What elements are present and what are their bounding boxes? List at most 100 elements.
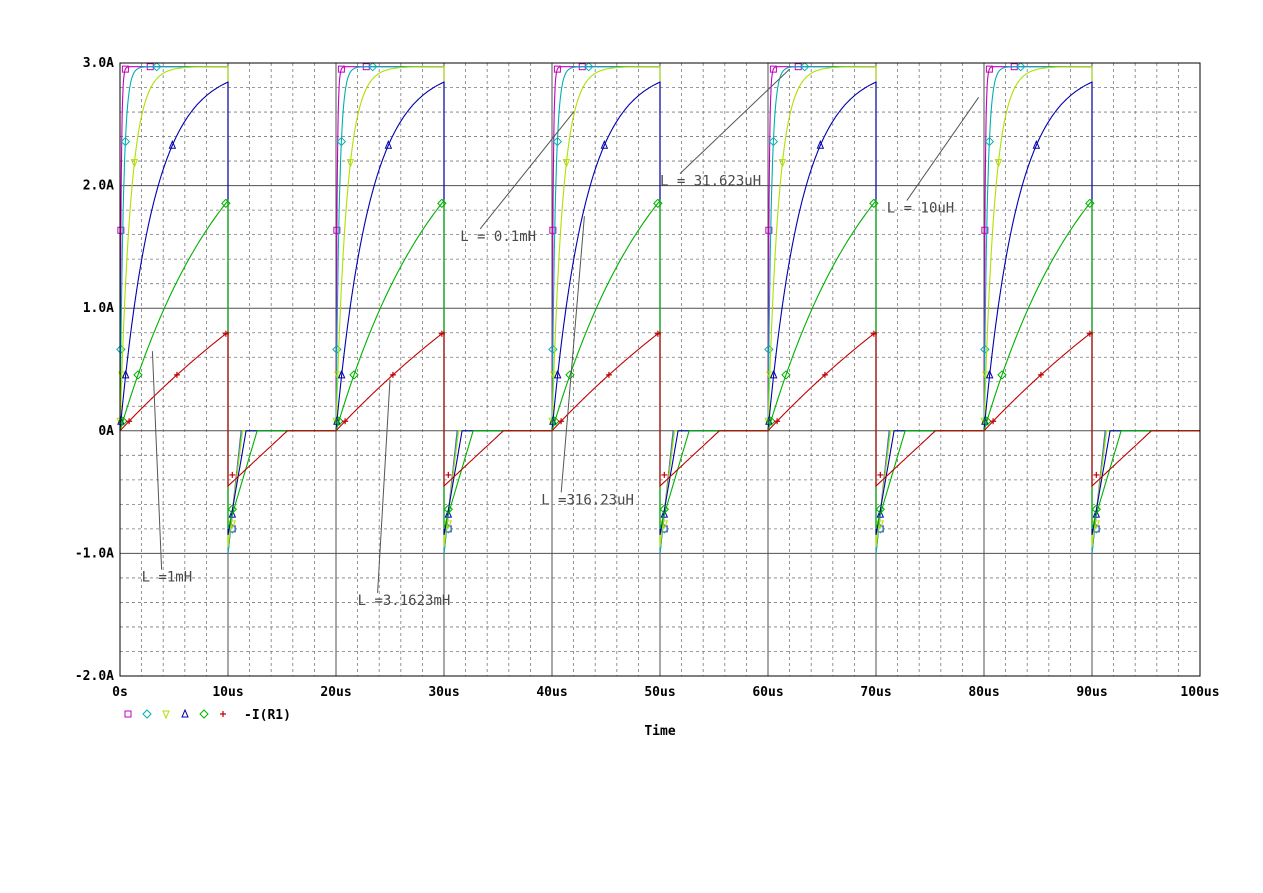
series-line	[119, 198, 1200, 530]
x-tick-label: 0s	[112, 685, 128, 700]
x-tick-label: 90us	[1076, 685, 1107, 700]
series-marker	[1092, 508, 1101, 518]
series-marker	[220, 711, 226, 717]
series-marker	[173, 371, 180, 378]
series-marker	[1091, 504, 1102, 514]
annotation-arrow	[906, 97, 980, 201]
series-line	[119, 330, 1200, 488]
series-marker	[437, 198, 447, 209]
series-marker	[876, 508, 885, 518]
series-marker	[769, 65, 777, 73]
series-marker	[659, 504, 670, 514]
series-marker	[126, 418, 133, 425]
annotation-label: L =316.23uH	[541, 492, 634, 508]
series-marker	[346, 159, 355, 168]
annotation-arrow	[377, 379, 391, 593]
series-marker	[816, 139, 825, 149]
series-marker	[562, 159, 571, 168]
series-marker	[997, 370, 1007, 380]
y-tick-label: 2.0A	[83, 179, 114, 194]
series-marker	[552, 136, 563, 147]
series-marker	[774, 418, 781, 425]
series-marker	[228, 508, 237, 518]
y-axis-ticks: 3.0A 2.0A 1.0A 0A -1.0A -2.0A	[75, 56, 114, 684]
series-marker	[800, 61, 810, 72]
series-marker	[600, 139, 609, 149]
series-marker	[766, 416, 776, 426]
series-marker	[653, 198, 663, 209]
series-marker	[229, 471, 236, 478]
series-marker	[117, 226, 125, 234]
series-marker	[445, 471, 452, 478]
legend-label: -I(R1)	[244, 708, 291, 723]
series-marker	[990, 418, 997, 425]
series-group	[119, 330, 1200, 488]
series-marker	[368, 61, 378, 72]
series-marker	[1037, 371, 1044, 378]
series-marker	[558, 418, 565, 425]
x-tick-label: 80us	[968, 685, 999, 700]
y-tick-label: -2.0A	[75, 669, 114, 684]
series-marker	[384, 139, 393, 149]
series-marker	[130, 159, 139, 168]
series-marker	[821, 371, 828, 378]
x-tick-label: 60us	[752, 685, 783, 700]
legend: -I(R1)	[124, 708, 291, 723]
series-marker	[553, 369, 562, 379]
series-marker	[984, 136, 995, 147]
series-marker	[389, 371, 396, 378]
series-marker	[337, 65, 345, 73]
series-marker	[133, 370, 143, 380]
series-marker	[876, 520, 885, 530]
series-marker	[168, 139, 177, 149]
x-tick-label: 10us	[212, 685, 243, 700]
series-marker	[444, 520, 453, 530]
x-axis-ticks: 0s 10us 20us 30us 40us 50us 60us 70us 80us 90us 10…	[112, 685, 1219, 700]
series-marker	[781, 370, 791, 380]
y-tick-label: -1.0A	[75, 546, 114, 561]
series-marker	[768, 136, 779, 147]
series-marker	[553, 65, 561, 73]
series-marker	[199, 709, 209, 719]
series-marker	[228, 520, 237, 530]
series-group	[117, 81, 1200, 536]
series-marker	[985, 65, 993, 73]
series-marker	[222, 330, 229, 337]
series-line	[119, 81, 1200, 536]
x-tick-label: 40us	[536, 685, 567, 700]
series-marker	[605, 371, 612, 378]
series-marker	[981, 226, 989, 234]
x-tick-label: 70us	[860, 685, 891, 700]
series-marker	[764, 344, 774, 355]
series-layer	[116, 61, 1200, 554]
series-marker	[778, 159, 787, 168]
series-marker	[870, 330, 877, 337]
series-marker	[549, 226, 557, 234]
series-marker	[869, 198, 879, 209]
y-tick-label: 0A	[98, 424, 114, 439]
x-axis-label: Time	[644, 724, 675, 739]
annotation-arrow	[560, 216, 585, 493]
series-marker	[121, 369, 130, 379]
x-tick-label: 30us	[428, 685, 459, 700]
series-marker	[142, 709, 152, 719]
series-marker	[1092, 520, 1101, 530]
series-marker	[1016, 61, 1026, 72]
annotation-arrow	[679, 68, 790, 174]
series-marker	[875, 504, 886, 514]
series-marker	[1093, 471, 1100, 478]
annotation-label: L = 0.1mH	[460, 229, 536, 245]
series-marker	[980, 344, 990, 355]
annotation-arrow	[479, 111, 574, 230]
series-marker	[124, 710, 132, 718]
x-tick-label: 20us	[320, 685, 351, 700]
series-marker	[337, 369, 346, 379]
series-marker	[221, 198, 231, 209]
series-marker	[181, 708, 189, 718]
series-marker	[444, 508, 453, 518]
series-marker	[334, 416, 344, 426]
y-tick-label: 1.0A	[83, 301, 114, 316]
series-marker	[994, 159, 1003, 168]
series-marker	[660, 520, 669, 530]
